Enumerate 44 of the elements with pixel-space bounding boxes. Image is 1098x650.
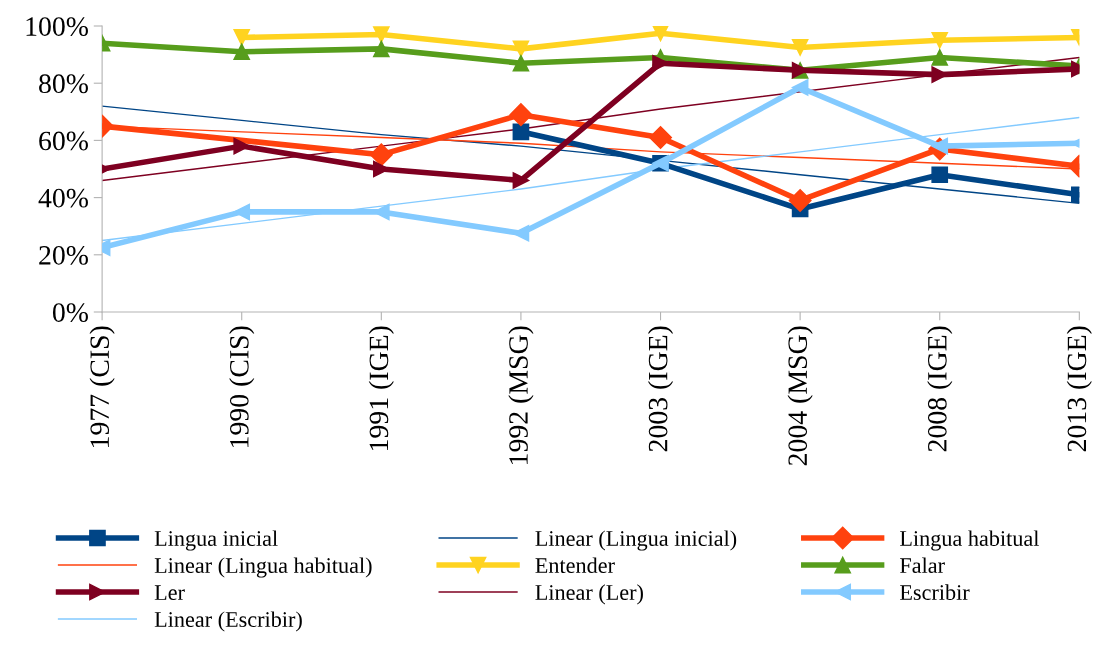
point [652,26,669,42]
point [233,137,251,155]
point [372,26,390,43]
y-tick-label: 60% [39,131,88,151]
point [649,126,673,150]
x-tick-label: 1991 (IGE) [368,326,394,451]
point [233,29,251,46]
y-tick-label: 0% [52,303,88,322]
legend-label: Lingua habitual [900,530,1039,551]
legend-label: Linear (Escribir) [154,611,302,632]
point [931,31,949,49]
x-tick-label: 2013 (IGE) [1066,326,1092,452]
legend-label: Ler [154,585,185,601]
legend-label: Linear (Ler) [535,584,643,605]
x-tick-label: 1992 (MSG) [508,326,534,464]
point [512,123,530,141]
point [369,143,393,167]
x-tick-label: 2003 (IGE) [647,326,674,452]
x-tick-label: 2004 (MSG) [787,326,813,466]
point [233,43,251,61]
x-tick-label: 1977 (CIS) [89,326,115,447]
x-tick-label: 2008 (IGE) [927,326,953,452]
legend-label: Falar [900,557,945,574]
y-tick-label: 80% [39,74,88,94]
legend-label: Linear (Lingua habitual) [154,557,372,578]
point [233,203,251,221]
x-tick-label: 1990 (CIS) [229,326,255,447]
point [509,103,533,127]
point [931,166,949,184]
y-tick-label: 40% [38,188,88,208]
legend-label: Escribir [900,584,970,600]
point [512,54,530,72]
point [372,40,390,58]
legend-label: Linear (Lingua inicial) [535,530,737,551]
point [791,39,809,56]
legend-label: Entender [535,557,615,574]
point [931,49,949,66]
legend-label: Lingua inicial [154,530,278,551]
point [788,188,812,212]
y-tick-label: 20% [39,245,88,265]
y-tick-label: 100% [26,17,88,36]
point [791,79,809,96]
point [512,40,530,58]
point [512,172,530,189]
